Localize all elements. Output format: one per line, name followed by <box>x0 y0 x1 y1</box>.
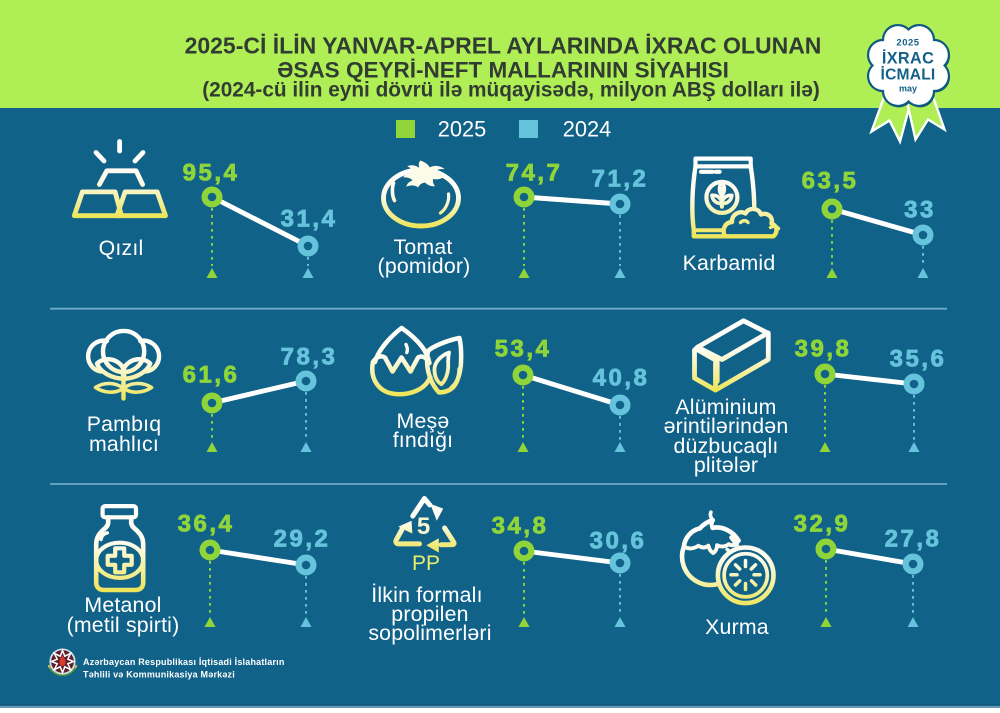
svg-text:40,8: 40,8 <box>593 365 650 392</box>
svg-text:Təhlili və Kommunikasiya Mərkə: Təhlili və Kommunikasiya Mərkəzi <box>83 670 235 680</box>
svg-text:2025: 2025 <box>438 116 487 141</box>
svg-text:Pambıq: Pambıq <box>87 412 162 436</box>
svg-text:53,4: 53,4 <box>495 336 552 363</box>
svg-text:33: 33 <box>904 197 936 224</box>
svg-text:2025-Cİ İLİN YANVAR-APREL AYLA: 2025-Cİ İLİN YANVAR-APREL AYLARINDA İXRA… <box>185 33 822 59</box>
svg-text:düzbucaqlı: düzbucaqlı <box>673 434 778 458</box>
svg-text:(2024-cü ilin eyni dövrü ilə m: (2024-cü ilin eyni dövrü ilə müqayisədə,… <box>202 78 820 101</box>
svg-text:may: may <box>899 84 917 94</box>
svg-text:Qızıl: Qızıl <box>99 236 144 260</box>
svg-text:29,2: 29,2 <box>274 526 331 553</box>
svg-text:Metanol: Metanol <box>84 593 161 617</box>
svg-text:71,2: 71,2 <box>592 166 649 193</box>
svg-text:36,4: 36,4 <box>178 511 235 538</box>
svg-text:sopolimerləri: sopolimerləri <box>368 621 491 645</box>
svg-text:27,8: 27,8 <box>885 526 942 553</box>
svg-text:ərintilərindən: ərintilərindən <box>664 414 789 438</box>
svg-text:39,8: 39,8 <box>795 336 852 363</box>
svg-text:35,6: 35,6 <box>890 346 947 373</box>
svg-text:34,8: 34,8 <box>492 513 549 540</box>
svg-text:İCMALI: İCMALI <box>881 66 936 84</box>
svg-text:78,3: 78,3 <box>281 344 338 371</box>
svg-text:30,6: 30,6 <box>590 528 647 555</box>
svg-text:fındığı: fındığı <box>393 428 454 452</box>
svg-text:propilen: propilen <box>391 602 468 626</box>
svg-text:2024: 2024 <box>563 116 612 141</box>
svg-text:31,4: 31,4 <box>281 206 338 233</box>
svg-text:32,9: 32,9 <box>794 511 851 538</box>
svg-text:(pomidor): (pomidor) <box>378 254 471 278</box>
svg-text:İlkin formalı: İlkin formalı <box>371 583 482 607</box>
svg-text:Tomat: Tomat <box>394 235 453 259</box>
svg-text:95,4: 95,4 <box>183 160 240 187</box>
svg-text:mahlıcı: mahlıcı <box>89 432 159 456</box>
svg-text:2025: 2025 <box>896 38 919 49</box>
svg-text:plitələr: plitələr <box>694 453 758 477</box>
svg-text:Azərbaycan Respublikası İqtisa: Azərbaycan Respublikası İqtisadi İslahat… <box>83 657 285 667</box>
svg-text:PP: PP <box>412 552 440 575</box>
svg-text:5: 5 <box>417 513 430 540</box>
svg-text:61,6: 61,6 <box>183 362 240 389</box>
svg-text:74,7: 74,7 <box>506 160 563 187</box>
svg-text:ƏSAS QEYRİ-NEFT MALLARININ SİY: ƏSAS QEYRİ-NEFT MALLARININ SİYAHISI <box>277 58 729 83</box>
svg-text:Meşə: Meşə <box>397 409 450 433</box>
svg-text:63,5: 63,5 <box>802 168 859 195</box>
svg-text:Xurma: Xurma <box>705 615 769 639</box>
svg-text:İXRAC: İXRAC <box>882 50 934 68</box>
svg-text:Karbamid: Karbamid <box>683 251 776 275</box>
svg-text:(metil spirti): (metil spirti) <box>67 613 180 637</box>
svg-text:Alüminium: Alüminium <box>675 395 776 419</box>
